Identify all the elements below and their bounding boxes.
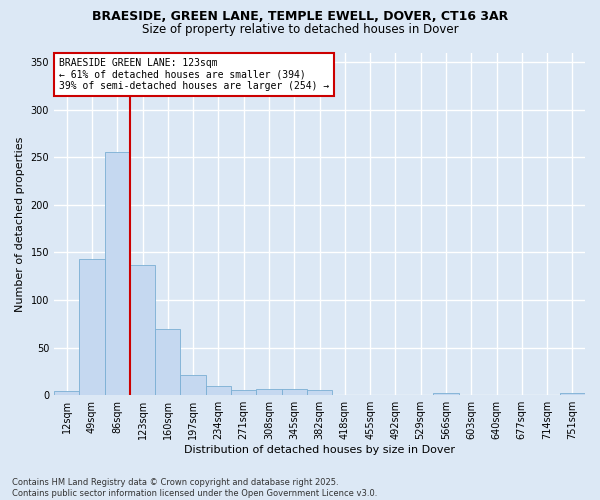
Text: Contains HM Land Registry data © Crown copyright and database right 2025.
Contai: Contains HM Land Registry data © Crown c… — [12, 478, 377, 498]
Bar — [231, 390, 256, 395]
Bar — [104, 152, 130, 395]
Bar — [54, 392, 79, 395]
Bar — [307, 390, 332, 395]
Y-axis label: Number of detached properties: Number of detached properties — [15, 136, 25, 312]
Text: BRAESIDE GREEN LANE: 123sqm
← 61% of detached houses are smaller (394)
39% of se: BRAESIDE GREEN LANE: 123sqm ← 61% of det… — [59, 58, 329, 91]
Bar — [79, 259, 104, 395]
Bar — [256, 390, 281, 395]
Bar — [181, 375, 206, 395]
Bar — [560, 394, 585, 395]
Bar — [433, 394, 458, 395]
Bar — [206, 386, 231, 395]
Bar — [130, 265, 155, 395]
Bar — [155, 328, 181, 395]
Text: Size of property relative to detached houses in Dover: Size of property relative to detached ho… — [142, 22, 458, 36]
Bar — [281, 390, 307, 395]
X-axis label: Distribution of detached houses by size in Dover: Distribution of detached houses by size … — [184, 445, 455, 455]
Text: BRAESIDE, GREEN LANE, TEMPLE EWELL, DOVER, CT16 3AR: BRAESIDE, GREEN LANE, TEMPLE EWELL, DOVE… — [92, 10, 508, 23]
